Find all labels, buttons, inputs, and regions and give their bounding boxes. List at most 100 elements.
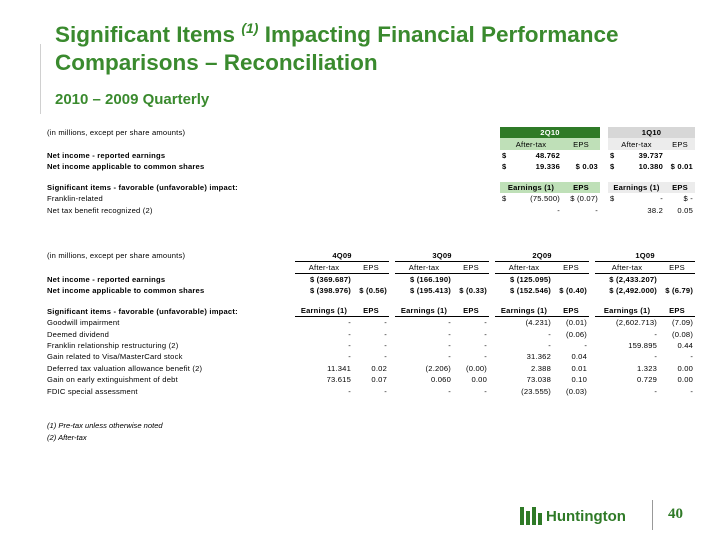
row-label: Net income - reported earnings (47, 150, 166, 160)
huntington-logo: Huntington (520, 505, 626, 527)
row-label: FDIC special assessment (47, 386, 138, 396)
cell (553, 274, 589, 286)
cell: $ (0.33) (459, 286, 488, 296)
cell: 0.00 (677, 375, 694, 385)
col-header: EPS (659, 261, 696, 274)
row-label: Net income - reported earnings (47, 274, 166, 284)
col-header: After-tax (495, 261, 554, 274)
cell: (0.01) (566, 318, 588, 328)
cell: (4.231) (525, 318, 552, 328)
cell: (0.03) (566, 386, 588, 396)
row-label: Gain on early extinguishment of debt (47, 375, 178, 385)
cell: 73.038 (526, 375, 552, 385)
cell: $ (166.190) (409, 275, 452, 284)
cell (608, 204, 620, 215)
table-2009: (in millions, except per share amounts) … (45, 250, 696, 397)
table-2010: (in millions, except per share amounts) … (45, 127, 695, 216)
row-label: Deemed dividend (47, 329, 110, 339)
cell: 0.060 (431, 375, 452, 385)
cell: - (384, 340, 388, 350)
col-header: Earnings (1) (495, 305, 554, 318)
cell: - (484, 340, 488, 350)
cell: - (557, 205, 560, 215)
cell (500, 204, 512, 215)
col-header: EPS (553, 305, 590, 318)
col-header: Earnings (1) (295, 305, 353, 318)
cell: - (384, 318, 388, 328)
col-header: EPS (665, 181, 695, 193)
cell: $ (369.687) (309, 275, 351, 284)
table-caption-row: (in millions, except per share amounts) … (45, 127, 695, 139)
cell: $ (125.095) (509, 275, 552, 284)
row-label: Franklin relationship restructuring (2) (47, 340, 179, 350)
cell: (23.555) (521, 386, 552, 396)
table-row: Net tax benefit recognized (2) - - 38.2 … (45, 204, 695, 215)
table-row: Gain related to Visa/MasterCard stock - - -… (45, 351, 695, 362)
cell: - (548, 340, 552, 350)
col-header: EPS (353, 305, 390, 318)
cell: - (484, 352, 488, 362)
cell: - (484, 386, 488, 396)
period-header-2q09: 2Q09 (495, 250, 590, 262)
cell: $ - (683, 194, 693, 204)
cell: 39.737 (638, 150, 663, 160)
row-label: Gain related to Visa/MasterCard stock (47, 352, 183, 362)
cell: 0.729 (637, 375, 658, 385)
period-header-3q09: 3Q09 (395, 250, 490, 262)
title-line1-a: Significant Items (55, 22, 236, 47)
cell: - (484, 329, 488, 339)
significant-items-rows: Goodwill impairment - - - - (4.231) (0.01) (2,6… (45, 317, 695, 397)
footer-divider (652, 500, 653, 530)
cell: $ (502, 194, 507, 204)
footnote-1: (1) Pre-tax unless otherwise noted (47, 421, 163, 430)
col-header: EPS (562, 181, 600, 193)
table-row: Deferred tax valuation allowance benefit… (45, 363, 695, 374)
cell: 38.2 (647, 205, 663, 215)
col-header: EPS (665, 138, 695, 150)
row-label: Net income applicable to common shares (47, 286, 205, 296)
cell: (2,602.713) (616, 318, 658, 328)
cell: - (654, 386, 658, 396)
col-header: Earnings (1) (595, 305, 660, 318)
row-label: Significant items - favorable (unfavorab… (47, 306, 238, 316)
cell: - (448, 352, 452, 362)
cell: - (348, 352, 351, 362)
cell: 0.05 (677, 205, 693, 215)
cell: $ (610, 162, 615, 172)
cell: - (348, 329, 351, 339)
cell: - (584, 340, 588, 350)
table-row: Goodwill impairment - - - - (4.231) (0.01) (2,6… (45, 317, 695, 329)
col-header: After-tax (295, 261, 353, 274)
cell: 11.341 (327, 363, 351, 373)
cell: - (548, 329, 552, 339)
table-row: Net income applicable to common shares $… (45, 161, 695, 172)
cell: 0.10 (571, 375, 588, 385)
col-header: EPS (453, 305, 490, 318)
table-row: Net income - reported earnings $ 48.762 … (45, 150, 695, 161)
cell: (7.09) (672, 318, 694, 328)
cell: - (384, 329, 388, 339)
cell: $ (152.546) (509, 286, 552, 296)
row-label: Franklin-related (47, 194, 103, 204)
cell: 2.388 (531, 363, 552, 373)
cell: $ 0.01 (670, 162, 693, 172)
row-label: Net income applicable to common shares (47, 162, 205, 172)
title-line2: Comparisons – Reconciliation (55, 50, 378, 75)
table-row: Deemed dividend - - - - - (0.06) - (0.08) (45, 328, 695, 339)
cell: $ (6.79) (665, 286, 694, 296)
cell: $ (195.413) (409, 286, 452, 296)
period-header-1q09: 1Q09 (595, 250, 696, 262)
cell: - (384, 352, 388, 362)
cell: 31.362 (526, 352, 552, 362)
cell: 0.00 (677, 363, 694, 373)
subheader-row: After-tax EPS After-tax EPS (45, 138, 695, 150)
table-row: FDIC special assessment - - - - (23.555) (0.03… (45, 385, 695, 396)
col-header: Earnings (1) (608, 181, 665, 193)
col-header: EPS (562, 138, 600, 150)
period-header-2q10: 2Q10 (500, 127, 600, 139)
row-label: Deferred tax valuation allowance benefit… (47, 363, 203, 373)
table-row: Franklin relationship restructuring (2) -… (45, 340, 695, 351)
cell: $ (0.56) (359, 286, 388, 296)
cell: - (484, 318, 488, 328)
cell: - (348, 318, 351, 328)
